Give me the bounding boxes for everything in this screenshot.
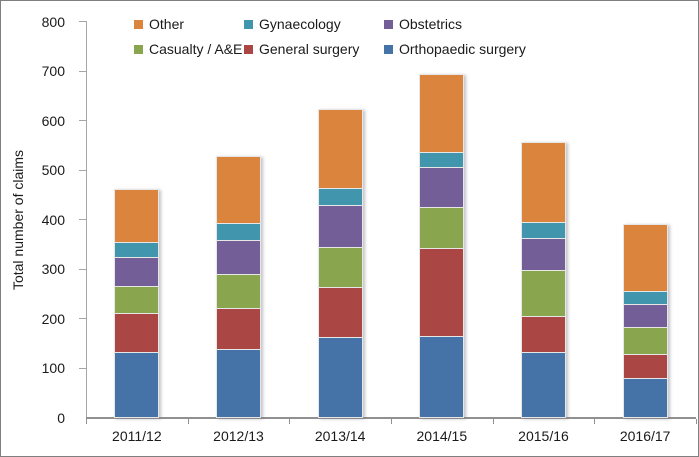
bar-segment-orthopaedic-surgery: [521, 352, 566, 418]
legend-item-general-surgery: General surgery: [244, 40, 359, 58]
legend-label: Casualty / A&E: [149, 41, 243, 57]
y-tick-label: 200: [41, 310, 65, 327]
y-tick: [79, 169, 86, 171]
y-tick-label: 800: [41, 13, 65, 30]
bar-2014/15: [419, 73, 465, 418]
bar-segment-orthopaedic-surgery: [216, 350, 261, 418]
bar-segment-obstetrics: [521, 238, 566, 271]
legend-label: Orthopaedic surgery: [399, 41, 526, 57]
bar-segment-general-surgery: [419, 248, 465, 338]
bar-2013/14: [317, 109, 363, 418]
bar-2011/12: [114, 189, 160, 418]
y-tick-label: 0: [57, 410, 65, 426]
y-axis-line: [86, 21, 87, 418]
y-tick-label: 400: [41, 211, 65, 228]
bar-segment-general-surgery: [216, 309, 261, 351]
y-tick: [79, 120, 86, 122]
y-tick-label: 500: [41, 162, 65, 179]
x-axis-label: 2013/14: [314, 428, 366, 444]
bar-segment-obstetrics: [622, 305, 668, 329]
bar-segment-casualty-a-e: [317, 248, 363, 288]
bar-segment-obstetrics: [419, 168, 465, 209]
y-tick: [79, 21, 86, 22]
bar-segment-other: [317, 109, 363, 189]
legend-item-orthopaedic-surgery: Orthopaedic surgery: [384, 40, 526, 58]
bar-segment-general-surgery: [114, 313, 160, 353]
bar-segment-gynaecology: [317, 189, 363, 206]
bar-segment-casualty-a-e: [114, 286, 160, 314]
legend-label: Gynaecology: [259, 16, 341, 32]
y-tick-label: 300: [41, 261, 65, 278]
x-axis-label: 2012/13: [213, 428, 264, 444]
bar-2015/16: [521, 141, 566, 418]
y-tick: [79, 367, 86, 369]
bar-segment-obstetrics: [114, 257, 160, 287]
bar-segment-other: [622, 224, 668, 293]
x-tick: [187, 419, 189, 424]
x-tick: [594, 419, 596, 424]
legend-marker-icon: [384, 19, 393, 29]
legend-item-obstetrics: Obstetrics: [384, 15, 462, 33]
x-tick: [86, 419, 87, 424]
bar-2016/17: [622, 224, 668, 418]
bar-segment-general-surgery: [622, 355, 668, 380]
bar-2012/13: [216, 156, 261, 418]
x-axis-label: 2014/15: [416, 428, 468, 444]
bar-segment-orthopaedic-surgery: [622, 379, 668, 418]
y-tick: [79, 268, 86, 270]
x-axis-label: 2011/12: [112, 428, 162, 444]
bar-segment-orthopaedic-surgery: [114, 352, 160, 418]
legend-marker-icon: [384, 44, 393, 54]
bar-segment-other: [521, 141, 566, 224]
x-axis-label: 2016/17: [619, 428, 671, 444]
legend-item-gynaecology: Gynaecology: [244, 15, 341, 33]
bar-segment-gynaecology: [521, 223, 566, 239]
bar-segment-orthopaedic-surgery: [419, 337, 465, 418]
x-tick: [492, 419, 494, 424]
legend-label: General surgery: [259, 41, 360, 57]
y-tick-label: 600: [41, 112, 65, 129]
bar-segment-other: [114, 189, 160, 243]
bar-segment-casualty-a-e: [419, 208, 465, 249]
bar-segment-other: [216, 156, 261, 224]
y-tick: [79, 70, 86, 72]
y-tick: [79, 318, 86, 320]
x-axis-label: 2015/16: [518, 428, 569, 444]
bar-segment-orthopaedic-surgery: [317, 337, 363, 418]
bar-segment-obstetrics: [216, 241, 261, 276]
bar-segment-other: [419, 73, 465, 154]
legend-item-casualty-a-e: Casualty / A&E: [134, 40, 242, 58]
bar-segment-gynaecology: [114, 242, 160, 258]
legend-marker-icon: [244, 44, 253, 54]
legend-marker-icon: [244, 19, 253, 29]
bar-segment-casualty-a-e: [521, 270, 566, 317]
bar-segment-general-surgery: [317, 287, 363, 338]
x-tick: [696, 419, 697, 424]
y-tick-label: 100: [41, 360, 65, 377]
bar-segment-casualty-a-e: [622, 328, 668, 356]
bar-segment-gynaecology: [622, 292, 668, 306]
bar-segment-casualty-a-e: [216, 275, 261, 310]
y-tick: [79, 219, 86, 221]
legend-marker-icon: [134, 19, 143, 29]
x-axis-line: [86, 417, 696, 419]
legend-label: Other: [149, 16, 185, 32]
legend-item-other: Other: [134, 15, 184, 33]
x-tick: [289, 419, 291, 424]
y-tick-label: 700: [41, 63, 65, 80]
x-tick: [391, 419, 392, 424]
legend-marker-icon: [134, 44, 143, 54]
bar-segment-obstetrics: [317, 205, 363, 249]
bar-segment-gynaecology: [216, 223, 261, 242]
legend-label: Obstetrics: [399, 16, 463, 32]
bar-segment-general-surgery: [521, 316, 566, 353]
bar-segment-gynaecology: [419, 153, 465, 169]
